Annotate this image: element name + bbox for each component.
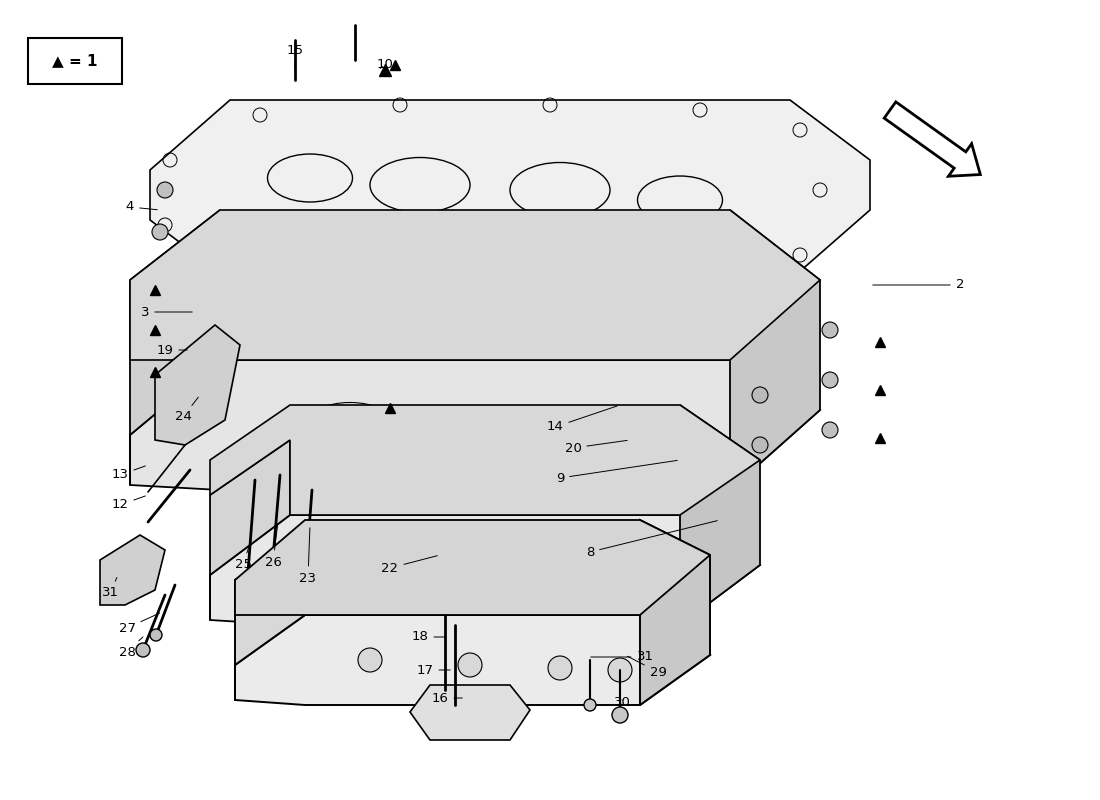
Text: eurospares: eurospares (219, 377, 640, 443)
Text: 8: 8 (586, 521, 717, 558)
Polygon shape (130, 360, 820, 490)
Text: since 1985: since 1985 (264, 506, 537, 554)
Polygon shape (235, 615, 710, 705)
Circle shape (152, 224, 168, 240)
Circle shape (532, 477, 548, 493)
Text: 10: 10 (376, 58, 394, 71)
Polygon shape (235, 535, 305, 700)
Text: 25: 25 (234, 542, 252, 571)
Circle shape (150, 629, 162, 641)
Text: 15: 15 (286, 43, 304, 67)
Text: 30: 30 (614, 697, 630, 710)
Text: 29: 29 (627, 656, 667, 678)
Polygon shape (410, 685, 530, 740)
Text: 22: 22 (382, 556, 438, 574)
Circle shape (822, 322, 838, 338)
Polygon shape (210, 405, 760, 515)
Text: 12: 12 (111, 496, 145, 511)
Circle shape (612, 707, 628, 723)
Circle shape (822, 372, 838, 388)
Circle shape (608, 658, 632, 682)
Circle shape (302, 472, 318, 488)
Circle shape (236, 462, 253, 478)
Polygon shape (150, 100, 870, 280)
Circle shape (642, 474, 658, 490)
Polygon shape (680, 405, 760, 625)
Circle shape (136, 643, 150, 657)
Text: 24: 24 (175, 397, 198, 423)
Polygon shape (730, 210, 820, 490)
Polygon shape (130, 210, 820, 360)
Text: 20: 20 (564, 440, 627, 454)
Text: a passion for quality: a passion for quality (268, 456, 551, 484)
Text: 26: 26 (265, 525, 282, 569)
Circle shape (412, 477, 428, 493)
Text: 31: 31 (591, 650, 653, 663)
Text: 23: 23 (299, 528, 317, 585)
Polygon shape (130, 210, 220, 485)
Circle shape (822, 422, 838, 438)
Circle shape (358, 648, 382, 672)
Circle shape (752, 437, 768, 453)
Text: 17: 17 (417, 663, 450, 677)
Polygon shape (640, 520, 710, 705)
Text: 16: 16 (431, 691, 462, 705)
Polygon shape (155, 325, 240, 445)
Text: ▲ = 1: ▲ = 1 (53, 54, 98, 69)
Text: 19: 19 (156, 343, 187, 357)
FancyArrow shape (884, 102, 980, 176)
Text: 3: 3 (141, 306, 192, 318)
Polygon shape (100, 535, 165, 605)
Circle shape (458, 653, 482, 677)
Text: 18: 18 (411, 630, 446, 643)
Polygon shape (235, 520, 710, 615)
Text: 14: 14 (547, 406, 617, 434)
FancyBboxPatch shape (28, 38, 122, 84)
Text: 4: 4 (125, 201, 157, 214)
Circle shape (548, 656, 572, 680)
Text: 2: 2 (872, 278, 965, 291)
Text: 9: 9 (556, 461, 678, 485)
Polygon shape (210, 515, 760, 625)
Circle shape (702, 467, 718, 483)
Circle shape (584, 699, 596, 711)
Text: 31: 31 (101, 578, 119, 599)
Text: 13: 13 (111, 466, 145, 482)
Text: 28: 28 (119, 637, 143, 658)
Circle shape (752, 387, 768, 403)
Polygon shape (210, 440, 290, 620)
Text: 27: 27 (119, 613, 160, 634)
Circle shape (157, 182, 173, 198)
